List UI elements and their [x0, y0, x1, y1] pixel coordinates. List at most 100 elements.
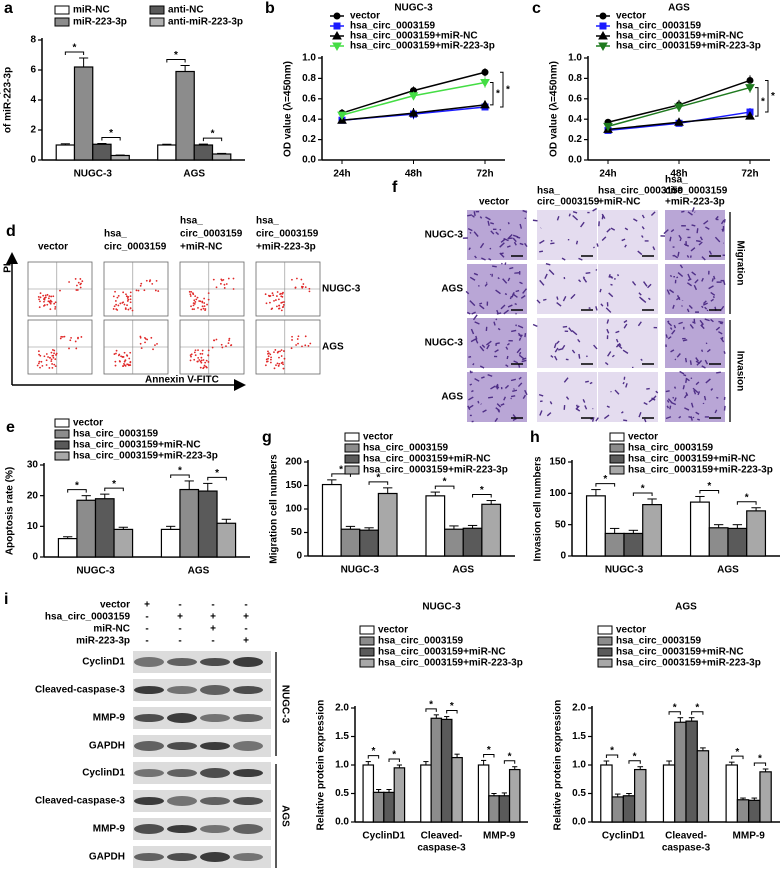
cell: [471, 214, 475, 218]
flow-dot: [51, 366, 54, 369]
flow-dot: [75, 347, 78, 350]
bar: [113, 528, 134, 558]
flow-dot: [276, 295, 278, 297]
cell: [584, 405, 588, 410]
cell: [539, 250, 544, 253]
x-tick-label: AGS: [183, 169, 205, 180]
flow-dot: [280, 301, 283, 304]
flow-dot: [129, 364, 132, 366]
significance: *: [112, 479, 116, 490]
y-tick-label: 0.5: [572, 788, 586, 799]
blot-band: [200, 768, 230, 778]
legend-swatch: [609, 432, 625, 442]
flow-dot: [202, 307, 205, 310]
cell: [524, 242, 528, 248]
flow-dot: [59, 337, 62, 340]
cell: [495, 383, 499, 388]
flow-dot: [124, 364, 127, 367]
flow-dot: [126, 297, 129, 299]
cell: [499, 242, 505, 248]
significance: *: [339, 465, 343, 476]
cell: [479, 304, 485, 310]
condition-sign: -: [145, 612, 148, 623]
blot-band: [167, 769, 197, 777]
x-tick-label: AGS: [452, 565, 474, 576]
legend-marker: [598, 42, 608, 52]
cell: [487, 220, 490, 226]
x-tick-label: 24h: [333, 169, 350, 180]
column-label: vector: [479, 197, 509, 208]
cell: [518, 376, 522, 380]
condition-sign: +: [210, 612, 216, 623]
cell: [481, 376, 485, 379]
cell: [687, 278, 692, 282]
flow-dot: [291, 335, 293, 338]
cell: [495, 318, 498, 321]
y-axis-label: OD value (λ=450nm): [283, 61, 294, 157]
cell: [605, 307, 612, 313]
cell: [532, 323, 538, 327]
bar: [211, 153, 232, 161]
cell: [599, 288, 602, 293]
flow-dot: [151, 283, 154, 285]
cell: [571, 330, 578, 336]
cell: [565, 396, 570, 400]
cell: [695, 240, 701, 243]
cell: [511, 292, 515, 298]
flow-dot: [124, 307, 127, 310]
flow-dot: [115, 303, 118, 306]
x-tick-label: MMP-9: [483, 831, 516, 842]
condition-sign: +: [177, 612, 183, 623]
flow-dot: [197, 356, 200, 359]
bar: [372, 791, 385, 823]
cell: [677, 251, 680, 257]
cell: [519, 223, 523, 229]
significance-bracket: [628, 760, 641, 764]
micrograph: [537, 318, 597, 368]
flow-dot: [123, 351, 126, 354]
flow-dot: [228, 337, 231, 340]
column-label: vector: [38, 242, 68, 253]
flow-dot: [273, 367, 276, 370]
significance: *: [508, 751, 512, 762]
cell: [595, 306, 598, 311]
flow-dot: [274, 349, 277, 351]
band-label: Cleaved-caspase-3: [35, 796, 125, 807]
bar: [748, 799, 761, 823]
cell: [546, 412, 552, 417]
flow-dot: [308, 287, 311, 290]
flow-dot: [227, 342, 230, 345]
flow-dot: [271, 292, 274, 295]
cell: [519, 281, 523, 285]
cell: [673, 324, 677, 329]
legend-swatch: [344, 443, 360, 453]
cell: [495, 407, 501, 412]
flow-dot: [55, 354, 57, 356]
flow-dot: [270, 308, 273, 311]
cell: [720, 219, 725, 225]
flow-dot: [39, 296, 42, 299]
flow-dot: [129, 360, 132, 363]
blot-band: [134, 824, 164, 834]
cell: [488, 396, 494, 399]
flow-dot: [48, 367, 51, 369]
cell: [469, 383, 473, 386]
cell: [507, 304, 513, 308]
cell: [694, 279, 699, 284]
cell: [472, 363, 475, 366]
legend-swatch: [344, 465, 360, 475]
significance-bracket: [425, 708, 437, 712]
significance: *: [109, 128, 113, 139]
flow-dot: [194, 301, 197, 303]
flow-dot: [140, 282, 143, 285]
cell: [562, 295, 567, 302]
column-label: circ_0003159: [104, 242, 167, 253]
flow-dot: [50, 295, 53, 298]
cell: [468, 247, 471, 251]
cell: [665, 416, 672, 420]
flow-dot: [265, 302, 268, 305]
flow-dot: [225, 283, 228, 285]
blot-band: [167, 658, 197, 666]
cell: [701, 365, 706, 369]
cell: [673, 254, 679, 259]
